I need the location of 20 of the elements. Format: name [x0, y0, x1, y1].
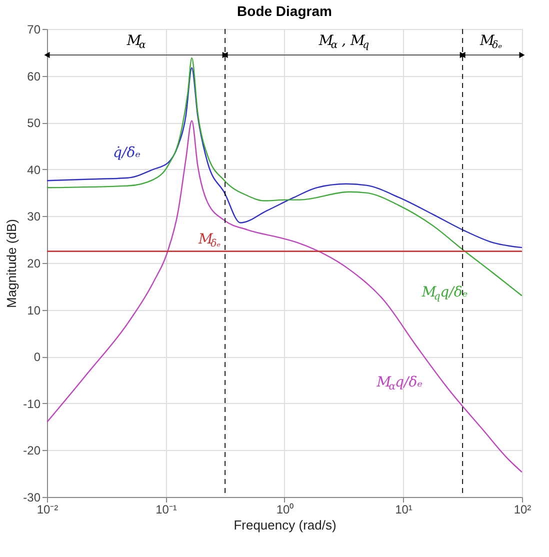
y-tick-label: -20 [23, 444, 41, 458]
y-tick-label: 50 [27, 116, 41, 130]
y-tick-label: 30 [27, 210, 41, 224]
y-tick-label: 60 [27, 69, 41, 84]
y-tick-label: 0 [34, 350, 41, 364]
y-axis-title: Magnitude (dB) [4, 219, 20, 308]
x-tick-label: 10¹ [395, 502, 412, 516]
y-tick-label: -10 [23, 396, 41, 411]
y-tick-label: -30 [23, 490, 41, 504]
y-tick-label: 10 [27, 303, 41, 318]
x-axis-title: Frequency (rad/s) [234, 518, 336, 532]
y-tick-label: 20 [27, 256, 41, 270]
y-tick-label: 40 [27, 162, 41, 177]
x-tick-label: 10² [514, 502, 532, 516]
chart-title: Bode Diagram [237, 3, 332, 19]
series-label: q̇/δₑ [113, 145, 141, 162]
y-tick-label: 70 [27, 22, 41, 36]
x-tick-label: 10⁰ [276, 502, 294, 516]
x-tick-label: 10⁻¹ [156, 502, 177, 516]
x-tick-label: 10⁻² [36, 502, 58, 516]
